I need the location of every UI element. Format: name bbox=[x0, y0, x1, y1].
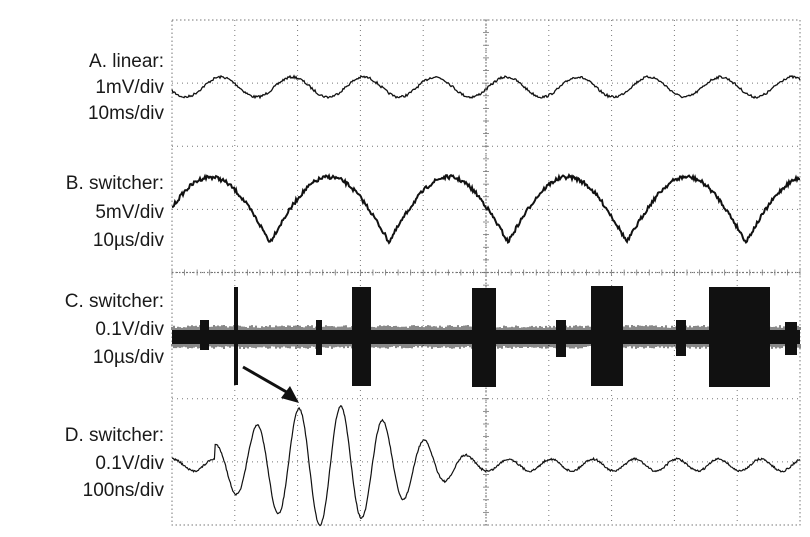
trace-c-title: C. switcher: bbox=[64, 291, 164, 312]
trace-c-burst bbox=[591, 286, 623, 386]
trace-a-title: A. linear: bbox=[89, 51, 164, 72]
trace-c-burst bbox=[785, 322, 797, 355]
trace-c-tdiv: 10µs/div bbox=[92, 347, 164, 368]
trace-a-waveform bbox=[171, 74, 801, 100]
trace-c-vdiv: 0.1V/div bbox=[95, 319, 164, 340]
trace-b-vdiv: 5mV/div bbox=[95, 202, 164, 223]
trace-d-tdiv: 100ns/div bbox=[82, 480, 164, 501]
waveforms bbox=[171, 74, 801, 527]
trace-c-burst bbox=[676, 320, 686, 356]
trace-a-tdiv: 10ms/div bbox=[87, 103, 164, 124]
trace-c-burst bbox=[234, 287, 238, 385]
trace-c-burst bbox=[352, 287, 371, 386]
trace-c-burst bbox=[556, 320, 566, 357]
graticule bbox=[171, 19, 801, 526]
trace-b-waveform bbox=[171, 173, 801, 245]
trace-b-tdiv: 10µs/div bbox=[92, 230, 164, 251]
trace-d-vdiv: 0.1V/div bbox=[95, 453, 164, 474]
trace-d-waveform bbox=[171, 405, 801, 527]
trace-c-burst bbox=[472, 288, 496, 387]
trace-c-burst bbox=[709, 287, 770, 387]
trace-c-noise-edges bbox=[171, 325, 801, 349]
trace-c-burst bbox=[316, 320, 322, 355]
trace-b-title: B. switcher: bbox=[65, 173, 164, 194]
arrow-annotation bbox=[242, 365, 299, 403]
trace-d-title: D. switcher: bbox=[64, 425, 164, 446]
trace-a-vdiv: 1mV/div bbox=[95, 77, 164, 98]
trace-c-burst bbox=[200, 320, 209, 350]
